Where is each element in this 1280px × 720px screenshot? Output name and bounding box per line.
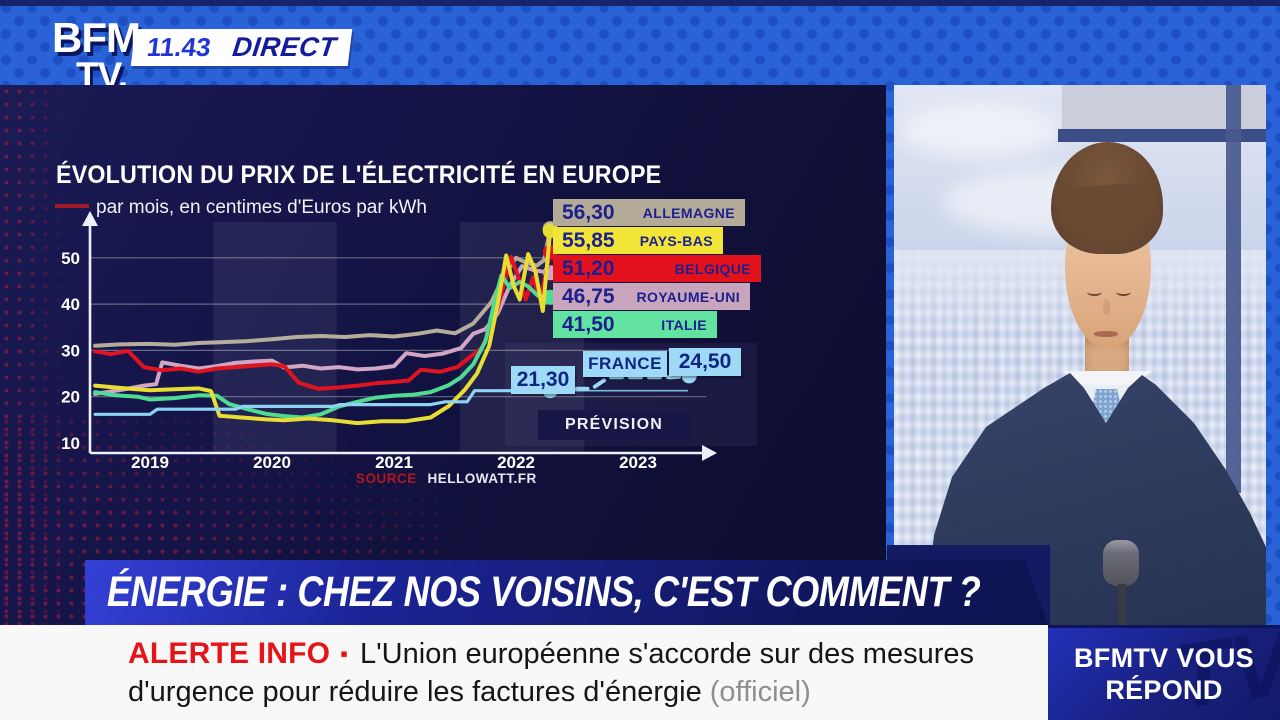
svg-text:2021: 2021 — [375, 453, 413, 472]
svg-text:30: 30 — [61, 341, 80, 360]
window-frame-horizontal — [1058, 129, 1266, 142]
presenter-video-feed — [894, 85, 1266, 625]
france-forecast-value-box: 24,50 — [669, 348, 741, 376]
window-frame-vertical — [1226, 85, 1241, 493]
presenter-eye-left — [1087, 288, 1102, 296]
headline-banner: ÉNERGIE : CHEZ NOS VOISINS, C'EST COMMEN… — [85, 560, 1048, 625]
program-badge: TV BFMTV VOUS RÉPOND — [1048, 625, 1280, 720]
cloud-decoration — [899, 103, 1059, 158]
presenter-nose — [1103, 299, 1110, 315]
microphone-stand — [1118, 584, 1126, 625]
chart-panel: ÉVOLUTION DU PRIX DE L'ÉLECTRICITÉ EN EU… — [0, 85, 886, 625]
direct-live-label: DIRECT — [230, 32, 339, 62]
legend-value: 56,30 — [562, 200, 615, 224]
prevision-label-box: PRÉVISION — [538, 410, 690, 440]
svg-text:2022: 2022 — [497, 453, 535, 472]
svg-text:50: 50 — [61, 249, 80, 268]
legend-value: 51,20 — [562, 256, 615, 280]
svg-text:20: 20 — [61, 388, 80, 407]
chart-subtitle: par mois, en centimes d'Euros par kWh — [96, 197, 427, 218]
logo-line-1: BFM — [52, 14, 141, 61]
legend-country: ALLEMAGNE — [642, 204, 735, 221]
ticker-line-1: L'Union européenne s'accorde sur des mes… — [360, 638, 974, 670]
france-label-box: FRANCE — [583, 351, 667, 377]
legend-row-royaume-uni: 46,75 ROYAUME-UNI — [553, 283, 750, 310]
legend-country: BELGIQUE — [674, 260, 751, 277]
legend-country: PAYS-BAS — [639, 232, 713, 249]
chart-legend: 56,30 ALLEMAGNE 55,85 PAYS-BAS 51,20 BELGIQUE… — [553, 199, 761, 338]
presenter-mouth — [1094, 331, 1118, 337]
legend-value: 41,50 — [562, 312, 615, 336]
clock-time: 11.43 — [145, 32, 213, 62]
source-label: SOURCE — [356, 471, 417, 486]
ticker-text: ALERTE INFO ▪ L'Union européenne s'accorde… — [128, 635, 1043, 711]
legend-value: 46,75 — [562, 284, 615, 308]
time-live-badge: 11.43 DIRECT — [130, 29, 353, 66]
svg-text:2020: 2020 — [253, 453, 291, 472]
program-badge-line-2: RÉPOND — [1105, 675, 1223, 705]
alert-info-label: ALERTE INFO — [128, 637, 331, 670]
news-ticker-strip: ALERTE INFO ▪ L'Union européenne s'accorde… — [0, 625, 1050, 720]
title-red-underline — [55, 204, 89, 208]
legend-country: ROYAUME-UNI — [636, 288, 740, 305]
red-square-bullet-icon: ▪ — [340, 641, 349, 666]
france-current-value-box: 21,30 — [511, 366, 575, 394]
program-badge-text: BFMTV VOUS RÉPOND — [1048, 642, 1280, 706]
legend-row-italie: 41,50 ITALIE — [553, 311, 717, 338]
presenter-eye-right — [1116, 288, 1131, 296]
svg-text:40: 40 — [61, 295, 80, 314]
svg-text:2023: 2023 — [619, 453, 657, 472]
top-dark-strip — [0, 0, 1280, 6]
svg-text:2019: 2019 — [131, 453, 169, 472]
chart-source: SOURCE HELLOWATT.FR — [356, 471, 537, 486]
legend-row-belgique: 51,20 BELGIQUE — [553, 255, 761, 282]
legend-value: 55,85 — [562, 228, 615, 252]
bfm-tv-logo: BFM TV. — [52, 14, 141, 94]
chart-title: ÉVOLUTION DU PRIX DE L'ÉLECTRICITÉ EN EU… — [56, 161, 662, 189]
source-name: HELLOWATT.FR — [427, 471, 537, 486]
legend-country: ITALIE — [661, 316, 707, 333]
legend-row-allemagne: 56,30 ALLEMAGNE — [553, 199, 745, 226]
microphone-icon — [1103, 540, 1139, 586]
headline-text: ÉNERGIE : CHEZ NOS VOISINS, C'EST COMMEN… — [106, 568, 981, 616]
svg-text:10: 10 — [61, 434, 80, 453]
ticker-suffix: (officiel) — [709, 676, 811, 708]
ticker-line-2: d'urgence pour réduire les factures d'én… — [128, 676, 702, 708]
program-badge-line-1: BFMTV VOUS — [1073, 643, 1254, 673]
legend-row-pays-bas: 55,85 PAYS-BAS — [553, 227, 723, 254]
